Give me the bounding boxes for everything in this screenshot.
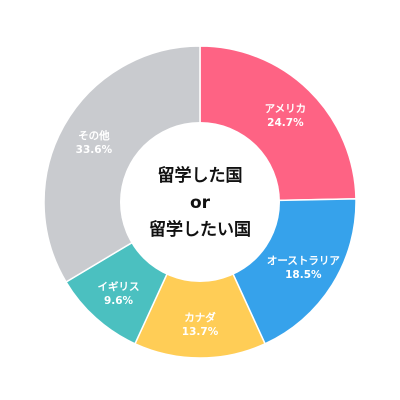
slice-value-0: 24.7%: [267, 117, 304, 129]
slice-labels-group: アメリカ 24.7% オーストラリア 18.5% カナダ 13.7% イギリス 9.6% その他…: [76, 103, 341, 338]
center-label-line-2: or: [190, 193, 211, 213]
donut-hole: [120, 122, 280, 282]
slice-label-4: その他: [78, 129, 110, 142]
slice-label-1: オーストラリア: [267, 255, 340, 267]
slice-label-3: イギリス: [98, 280, 140, 293]
slice-value-1: 18.5%: [285, 269, 322, 281]
slice-label-2: カナダ: [184, 311, 216, 324]
slice-value-3: 9.6%: [104, 295, 134, 307]
slice-value-4: 33.6%: [76, 144, 113, 156]
slice-value-2: 13.7%: [182, 326, 219, 338]
slice-label-0: アメリカ: [265, 103, 306, 115]
center-label-line-3: 留学したい国: [149, 219, 251, 240]
center-label-line-1: 留学した国: [158, 165, 243, 186]
